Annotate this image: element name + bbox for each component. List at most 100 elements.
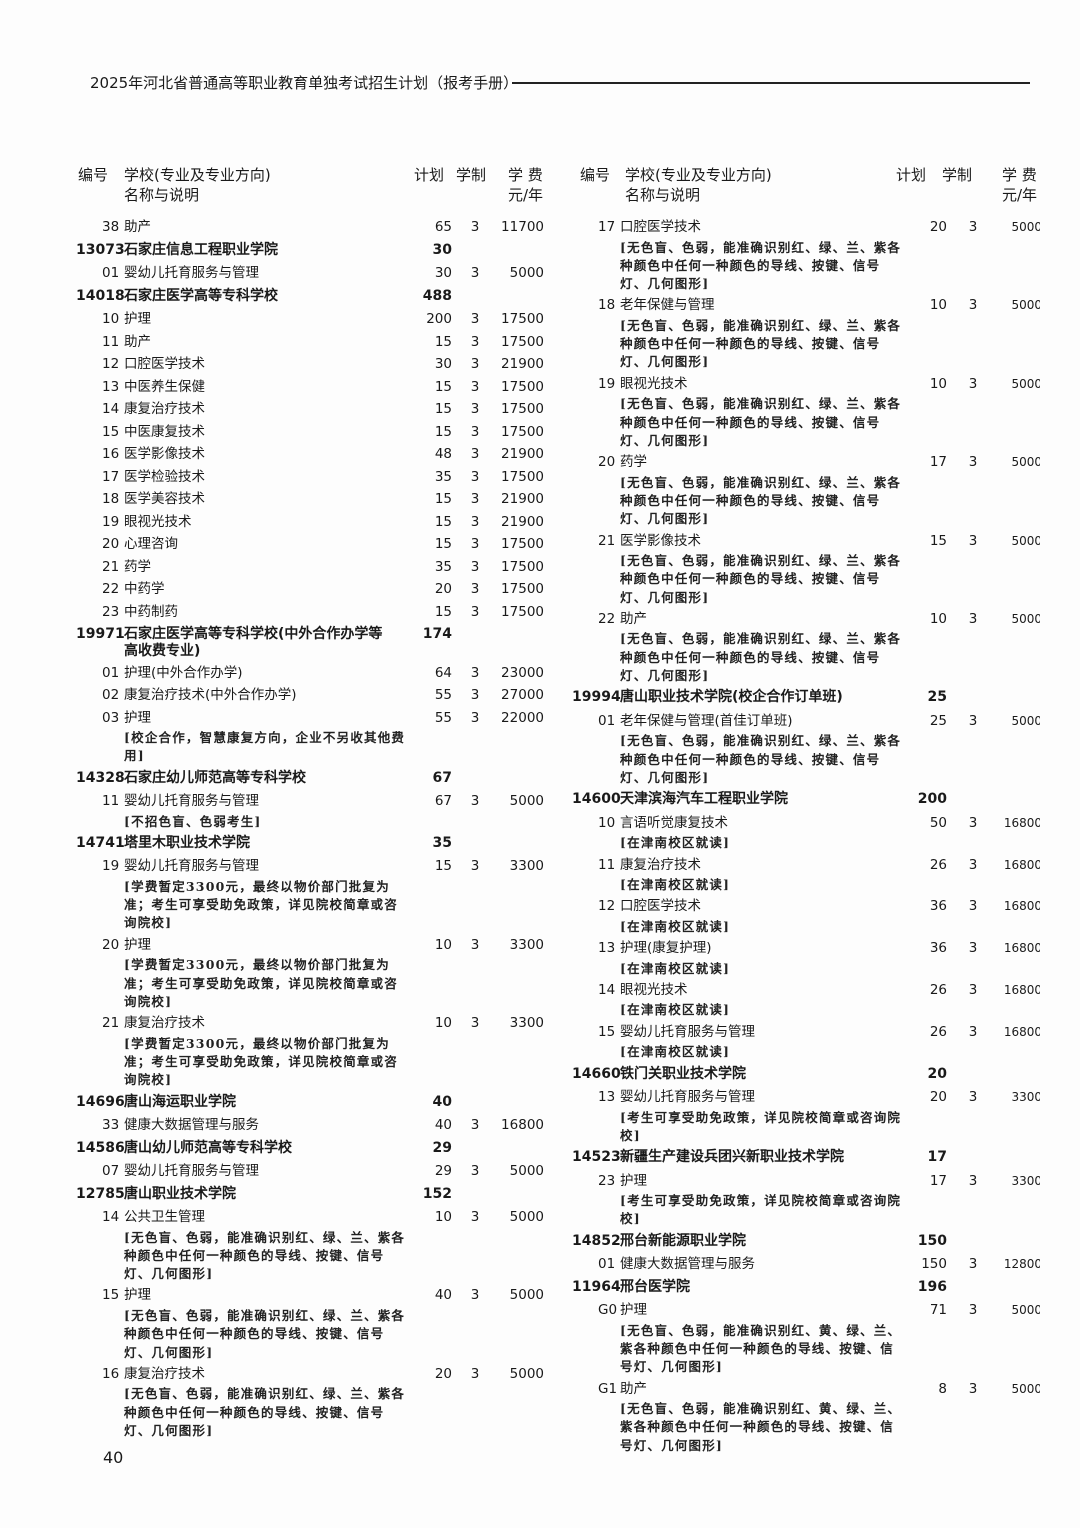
major-fee: 16800: [1003, 941, 1040, 956]
major-plan: 35: [434, 468, 452, 485]
major-plan: 15: [434, 603, 452, 620]
major-row: 15 中医康复技术 15 3 17500: [74, 421, 554, 444]
major-row: 13 护理(康复护理) 36 3 16800 [在津南校区就读]: [570, 937, 1040, 979]
major-fee: 22000: [501, 709, 544, 726]
major-fee: 17500: [501, 558, 544, 575]
major-fee: 5000: [509, 1287, 544, 1304]
major-plan: 10: [434, 936, 452, 953]
major-name: 助产: [620, 610, 647, 627]
major-years: 3: [470, 378, 480, 395]
major-years: 3: [470, 446, 480, 462]
major-code: 33: [102, 1117, 120, 1134]
major-line: 10 护理 200 3 17500: [74, 308, 554, 331]
major-note: [考生可享受助免政策，详见院校简章或咨询院校]: [620, 1193, 902, 1227]
major-plan: 15: [929, 532, 947, 549]
major-code: 15: [102, 1287, 120, 1304]
major-plan: 26: [929, 1023, 947, 1040]
major-line: G1 助产 8 3 5000: [570, 1378, 1040, 1401]
major-name: 康复治疗技术: [124, 1015, 205, 1032]
major-line: 07 婴幼儿托育服务与管理 29 3 5000: [74, 1160, 554, 1183]
major-plan: 25: [929, 712, 947, 729]
major-line: 15 中医康复技术 15 3 17500: [74, 421, 554, 444]
major-fee: 5000: [1011, 533, 1040, 548]
header-code: 编号: [580, 166, 611, 184]
major-code: 21: [102, 558, 120, 575]
major-fee: 3300: [509, 1015, 544, 1032]
header-school: 学校(专业及专业方向): [625, 166, 772, 184]
major-code: 17: [598, 219, 616, 235]
major-name: 婴幼儿托育服务与管理: [124, 793, 259, 810]
school-plan-total: 196: [917, 1278, 947, 1295]
major-row: 20 护理 10 3 3300 [学费暂定3300元，最终以物价部门批复为准；考生可享受助…: [74, 934, 554, 1012]
major-years: 3: [470, 581, 480, 597]
major-code: 23: [598, 1172, 616, 1189]
major-line: 10 言语听觉康复技术 50 3 16800: [570, 812, 1040, 835]
header-fee: 学 费: [1002, 166, 1037, 184]
major-code: 01: [102, 664, 120, 681]
major-code: 19: [598, 375, 616, 392]
major-fee: 21900: [501, 491, 544, 507]
school-code: 14852: [572, 1232, 621, 1249]
major-code: 15: [102, 423, 120, 440]
major-row: 11 助产 15 3 17500: [74, 331, 554, 354]
major-note: [无色盲、色弱，能准确识别红、绿、兰、紫各种颜色中任何一种颜色的导线、按键、信号…: [620, 396, 902, 448]
header-years: 学制: [456, 166, 487, 184]
major-years: 3: [470, 513, 480, 530]
major-row: 33 健康大数据管理与服务 40 3 16800: [74, 1114, 554, 1137]
major-row: 13 婴幼儿托育服务与管理 20 3 3300 [考生可享受助免政策，详见院校简章或咨询院…: [570, 1086, 1040, 1146]
major-fee: 16800: [1003, 982, 1040, 997]
major-code: 15: [598, 1023, 616, 1040]
school-name: 邢台新能源职业学院: [620, 1232, 746, 1249]
major-years: 3: [470, 1365, 480, 1382]
major-plan: 30: [434, 265, 452, 281]
major-fee: 5000: [1011, 220, 1040, 234]
major-fee: 17500: [501, 468, 544, 485]
school-row: 19994 唐山职业技术学院(校企合作订单班) 25: [570, 686, 1040, 710]
major-name: 中药学: [124, 581, 165, 597]
school-row: 14660 铁门关职业技术学院 20: [570, 1063, 1040, 1087]
header-school: 学校(专业及专业方向): [124, 166, 271, 184]
major-name: 助产: [620, 1380, 647, 1397]
major-line: 16 康复治疗技术 20 3 5000: [74, 1363, 554, 1386]
school-name: 唐山海运职业学院: [124, 1093, 236, 1110]
major-line: G0 护理 71 3 5000: [570, 1299, 1040, 1322]
header-fee-unit: 元/年: [1002, 186, 1038, 204]
major-name: 医学影像技术: [124, 446, 205, 462]
major-plan: 15: [434, 858, 452, 875]
major-years: 3: [470, 311, 480, 327]
major-name: 护理: [124, 936, 151, 953]
major-years: 3: [968, 712, 978, 729]
major-plan: 64: [434, 664, 452, 681]
major-fee: 23000: [501, 664, 544, 681]
major-name: 健康大数据管理与服务: [620, 1256, 755, 1273]
major-code: G0: [598, 1302, 618, 1319]
header-code: 编号: [78, 166, 109, 184]
major-line: 17 医学检验技术 35 3 17500: [74, 466, 554, 489]
major-fee: 5000: [1011, 376, 1040, 391]
major-plan: 200: [426, 311, 452, 327]
major-line: 23 护理 17 3 3300: [570, 1170, 1040, 1193]
major-line: 13 护理(康复护理) 36 3 16800: [570, 937, 1040, 960]
major-name: 口腔医学技术: [124, 356, 205, 372]
major-name: 婴幼儿托育服务与管理: [124, 265, 259, 281]
major-name: 医学美容技术: [124, 491, 205, 507]
major-code: 38: [102, 219, 120, 235]
major-fee: 12800: [1003, 1257, 1040, 1272]
school-code: 14696: [76, 1093, 125, 1110]
major-line: 22 中药学 20 3 17500: [74, 578, 554, 601]
major-name: 康复治疗技术: [124, 401, 205, 417]
major-years: 3: [470, 265, 480, 281]
major-fee: 16800: [1003, 1024, 1040, 1039]
major-line: 12 口腔医学技术 30 3 21900: [74, 353, 554, 376]
major-note: [学费暂定3300元，最终以物价部门批复为准；考生可享受助免政策，详见院校简章或…: [124, 878, 399, 931]
major-years: 3: [470, 709, 480, 726]
school-row: 14523 新疆生产建设兵团兴新职业技术学院 17: [570, 1146, 1040, 1170]
major-years: 3: [470, 687, 480, 703]
major-row: 19 眼视光技术 10 3 5000 [无色盲、色弱，能准确识别红、绿、兰、紫各种颜色中任…: [570, 373, 1040, 451]
major-note: [在津南校区就读]: [620, 877, 731, 893]
major-years: 3: [470, 558, 480, 575]
major-line: 21 康复治疗技术 10 3 3300: [74, 1012, 554, 1035]
major-years: 3: [470, 1209, 480, 1226]
major-row: 01 护理(中外合作办学) 64 3 23000: [74, 662, 554, 685]
major-note: [无色盲、色弱，能准确识别红、绿、兰、紫各种颜色中任何一种颜色的导线、按键、信号…: [124, 1229, 406, 1282]
